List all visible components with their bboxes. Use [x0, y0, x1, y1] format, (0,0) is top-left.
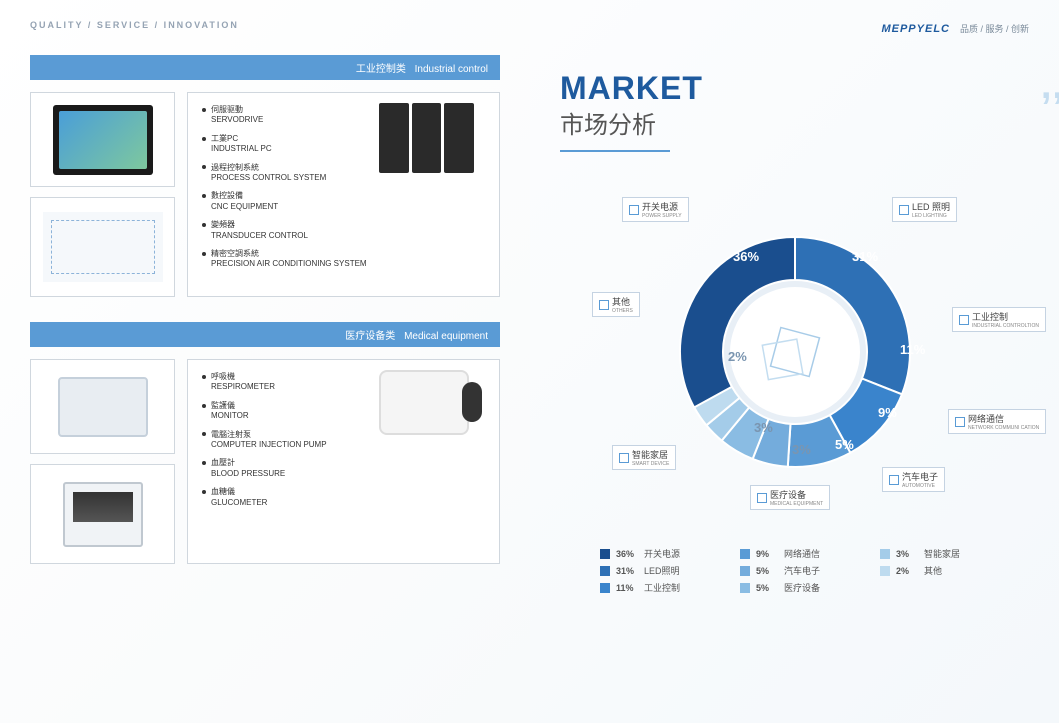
- section-bar-medical: 医疗设备类 Medical equipment: [30, 322, 500, 347]
- brand-logo: MEPPYELC: [881, 23, 950, 35]
- category-icon: [899, 205, 909, 215]
- medical-images: [30, 359, 175, 564]
- category-label: 网络通信NETWORK COMMUNI CATION: [948, 409, 1046, 434]
- legend-item: 5%汽车电子: [740, 564, 860, 577]
- category-icon: [599, 300, 609, 310]
- list-item: 數控設備CNC EQUIPMENT: [202, 191, 485, 212]
- brand-tagline: 品质 / 服务 / 创新: [960, 22, 1029, 35]
- img-control-diagram: [30, 197, 175, 297]
- category-label: 其他OTHERS: [592, 292, 640, 317]
- section-title-cn: 工业控制类: [356, 64, 406, 75]
- legend-swatch: [740, 583, 750, 593]
- img-bp-monitor: [379, 370, 489, 450]
- list-item: 血糖儀GLUCOMETER: [202, 487, 485, 508]
- category-icon: [757, 493, 767, 503]
- category-label: 工业控制INDUSTRIAL CONTROLTION: [952, 307, 1046, 332]
- market-underline: [560, 150, 670, 152]
- pct-label: 31%: [852, 249, 878, 264]
- industrial-row: 伺服驱動SERVODRIVE工業PCINDUSTRIAL PC過程控制系統PRO…: [30, 92, 500, 297]
- category-label: 汽车电子AUTOMOTIVE: [882, 467, 945, 492]
- category-label: 开关电源POWER SUPPLY: [622, 197, 689, 222]
- category-icon: [629, 205, 639, 215]
- right-page: MEPPYELC 品质 / 服务 / 创新 MARKET ,, 市场分析 36%…: [530, 0, 1059, 723]
- pct-label: 36%: [733, 249, 759, 264]
- section-title-en: Medical equipment: [404, 331, 488, 342]
- legend-item: 31%LED照明: [600, 564, 720, 577]
- pct-label: 3%: [754, 420, 773, 435]
- legend-item: 9%网络通信: [740, 547, 860, 560]
- market-heading: MARKET ,, 市场分析: [560, 70, 1029, 152]
- category-icon: [889, 475, 899, 485]
- left-page: QUALITY / SERVICE / INNOVATION 工业控制类 Ind…: [0, 0, 530, 723]
- legend-swatch: [880, 566, 890, 576]
- legend-item: 2%其他: [880, 564, 1000, 577]
- pct-label: 9%: [878, 405, 897, 420]
- chart-legend: 36%开关电源 9%网络通信 3%智能家居 31%LED照明 5%汽车电子 2%其他 11%…: [560, 547, 1029, 594]
- img-servodrive: [379, 103, 489, 183]
- list-item: 變頻器TRANSDUCER CONTROL: [202, 220, 485, 241]
- list-item: 血壓計BLOOD PRESSURE: [202, 458, 485, 479]
- market-title-cn: 市场分析: [560, 105, 1029, 140]
- industrial-list-box: 伺服驱動SERVODRIVE工業PCINDUSTRIAL PC過程控制系統PRO…: [187, 92, 500, 297]
- legend-item: 3%智能家居: [880, 547, 1000, 560]
- pct-label: 5%: [835, 437, 854, 452]
- section-bar-industrial: 工业控制类 Industrial control: [30, 55, 500, 80]
- medical-list-box: 呼吸機RESPIROMETER監護儀MONITOR電腦注射泵COMPUTER I…: [187, 359, 500, 564]
- market-en-text: MARKET: [560, 70, 703, 106]
- market-title-en: MARKET ,,: [560, 70, 1029, 107]
- donut-chart: 36% 31% 11% 9% 5% 3% 3% 2% 开关电源POWER SUPPLY LED …: [560, 167, 1030, 537]
- industrial-images: [30, 92, 175, 297]
- category-icon: [959, 315, 969, 325]
- img-respirometer: [30, 359, 175, 454]
- pct-label: 2%: [728, 349, 747, 364]
- header-motto: QUALITY / SERVICE / INNOVATION: [30, 20, 500, 30]
- category-label: 医疗设备MEDICAL EQUIPMENT: [750, 485, 830, 510]
- legend-swatch: [600, 566, 610, 576]
- medical-row: 呼吸機RESPIROMETER監護儀MONITOR電腦注射泵COMPUTER I…: [30, 359, 500, 564]
- legend-swatch: [740, 549, 750, 559]
- donut-inner-ring: [727, 284, 863, 420]
- section-title-en: Industrial control: [415, 64, 488, 75]
- category-icon: [955, 417, 965, 427]
- legend-swatch: [600, 549, 610, 559]
- category-label: 智能家居SMART DEVICE: [612, 445, 676, 470]
- legend-item: 11%工业控制: [600, 581, 720, 594]
- legend-item: 36%开关电源: [600, 547, 720, 560]
- legend-swatch: [880, 549, 890, 559]
- pct-label: 11%: [900, 342, 925, 357]
- list-item: 精密空調系統PRECISION AIR CONDITIONING SYSTEM: [202, 249, 485, 270]
- legend-swatch: [740, 566, 750, 576]
- pct-label: 3%: [792, 442, 811, 457]
- header-right: MEPPYELC 品质 / 服务 / 创新: [881, 22, 1029, 35]
- category-icon: [619, 453, 629, 463]
- legend-item: 5%医疗设备: [740, 581, 860, 594]
- img-panel-pc: [30, 92, 175, 187]
- category-label: LED 照明LED LIGHTING: [892, 197, 957, 222]
- quote-icon: ,,: [1041, 65, 1059, 108]
- legend-swatch: [600, 583, 610, 593]
- img-patient-monitor: [30, 464, 175, 564]
- section-title-cn: 医疗设备类: [345, 331, 395, 342]
